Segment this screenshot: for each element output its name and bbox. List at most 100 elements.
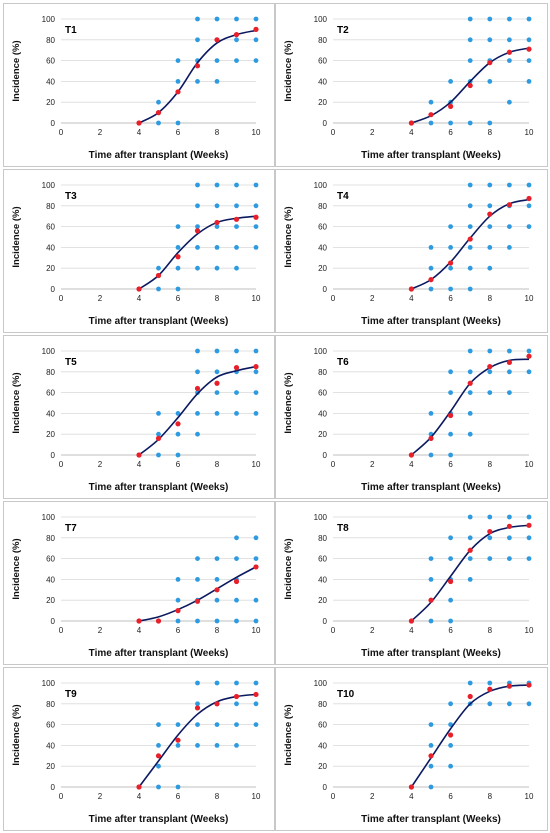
chart-t4-observed-point (448, 245, 453, 250)
chart-t2-mean-point (408, 120, 414, 126)
chart-t7-observed-point (253, 535, 259, 541)
chart-t3-observed-point (214, 182, 220, 188)
chart-t3-observed-point (234, 265, 239, 271)
chart-t3-mean-point (194, 228, 201, 234)
chart-t1-y-tick-label: 40 (46, 77, 55, 86)
chart-t4-y-tick-label: 100 (314, 181, 328, 190)
chart-panel-t8: 0 20 40 60 80 100 0 2 4 6 8 10 Incidence (%) Time aft… (275, 501, 548, 665)
chart-t8-y-tick-label: 20 (318, 596, 327, 605)
chart-t7-x-tick-label: 4 (137, 626, 142, 635)
chart-t5-observed-point (175, 411, 181, 416)
chart-t7-mean-point (136, 618, 142, 624)
chart-t3-y-tick-label: 100 (42, 181, 56, 190)
chart-t6-observed-point (467, 431, 473, 437)
chart-t2-observed-point (507, 37, 512, 43)
chart-t3-y-tick-label: 20 (46, 264, 55, 273)
chart-t3-mean-point (175, 254, 181, 260)
chart-t1-observed-point (175, 58, 181, 63)
chart-t1-y-tick-label: 100 (42, 15, 56, 24)
chart-t7-y-tick-label: 60 (46, 555, 55, 564)
chart-t1-observed-point (234, 58, 239, 63)
chart-t6-observed-point (467, 369, 473, 375)
chart-t1-observed-point (253, 16, 259, 22)
chart-t3-x-tick-label: 10 (252, 294, 261, 303)
chart-t6-mean-point (506, 359, 512, 366)
chart-t6-title: T6 (337, 357, 349, 368)
chart-t9-observed-point (195, 680, 200, 686)
chart-t6-x-tick-label: 0 (331, 460, 336, 469)
chart-t9-mean-point (194, 705, 201, 711)
chart-t1-x-tick-label: 0 (59, 128, 64, 137)
chart-t2-observed-point (467, 58, 473, 63)
chart-t2-observed-point (526, 16, 532, 22)
chart-t1-observed-point (234, 37, 239, 43)
chart-t10-observed-point (428, 763, 434, 769)
chart-t2-observed-point (448, 79, 453, 84)
chart-t4-observed-point (507, 224, 512, 229)
chart-t8-x-tick-label: 6 (448, 626, 453, 635)
chart-t10-mean-point (467, 693, 473, 700)
chart-t1-observed-point (253, 58, 259, 63)
chart-t1-observed-point (195, 16, 200, 22)
chart-t4-mean-point (467, 236, 473, 242)
chart-t8-y-axis-label: Incidence (%) (283, 538, 294, 599)
chart-t6-mean-point (428, 435, 434, 441)
chart-t6-observed-point (448, 390, 453, 395)
chart-t10-observed-point (448, 701, 453, 707)
chart-t7-x-tick-label: 8 (215, 626, 220, 635)
chart-t8-x-axis-label: Time after transplant (Weeks) (361, 648, 501, 659)
chart-t9-observed-point (234, 743, 239, 748)
chart-t4-observed-point (487, 224, 493, 229)
chart-t1-mean-point (155, 110, 162, 116)
chart-t6-mean-point (467, 380, 473, 386)
chart-t4-observed-point (448, 224, 453, 229)
chart-t4-observed-point (428, 286, 434, 292)
chart-t3-observed-point (214, 203, 220, 209)
chart-t5-observed-point (195, 348, 200, 354)
chart-t10-observed-point (526, 701, 532, 707)
chart-t2-observed-point (487, 79, 493, 84)
chart-t2-x-tick-label: 6 (448, 128, 453, 137)
chart-t9-mean-point (253, 691, 259, 698)
chart-t8-x-tick-label: 4 (409, 626, 414, 635)
chart-t2-y-tick-label: 100 (314, 15, 328, 24)
chart-t1-y-tick-label: 60 (46, 57, 55, 66)
chart-t4-mean-point (448, 260, 454, 266)
chart-t9-x-tick-label: 0 (59, 792, 64, 801)
chart-t2-x-tick-label: 10 (525, 128, 534, 137)
chart-t10-observed-point (428, 722, 434, 727)
chart-t6-observed-point (448, 431, 453, 437)
chart-t7-mean-point (214, 587, 220, 593)
chart-t9-observed-point (234, 722, 239, 727)
chart-t2-mean-point (487, 60, 493, 66)
chart-t4-observed-point (526, 182, 532, 188)
chart-t1-mean-point (253, 26, 259, 32)
chart-panel-t2: 0 20 40 60 80 100 0 2 4 6 8 10 Incidence (%) Time aft… (275, 3, 548, 167)
chart-t6-observed-point (487, 390, 493, 395)
chart-t2-x-tick-label: 2 (370, 128, 375, 137)
chart-t4-observed-point (487, 245, 493, 250)
chart-t4-mean-point (428, 277, 434, 283)
chart-t8-observed-point (428, 618, 434, 624)
chart-t9-observed-point (214, 722, 220, 727)
chart-t8-y-tick-label: 100 (314, 513, 328, 522)
chart-panel-t3: 0 20 40 60 80 100 0 2 4 6 8 10 Incidence (%) Time aft… (3, 169, 275, 333)
chart-t4-x-tick-label: 8 (488, 294, 493, 303)
chart-t3-observed-point (156, 286, 161, 292)
chart-t1-observed-point (195, 37, 200, 43)
chart-t10-y-tick-label: 80 (318, 700, 327, 709)
chart-t4-mean-point (526, 195, 532, 202)
chart-t10-x-tick-label: 8 (488, 792, 493, 801)
chart-t3-mean-point (233, 216, 240, 222)
chart-t3-x-tick-label: 0 (59, 294, 64, 303)
chart-t1-observed-point (156, 120, 161, 126)
chart-t2-observed-point (526, 79, 532, 84)
chart-t3-x-tick-label: 2 (98, 294, 103, 303)
chart-t3-observed-point (175, 224, 181, 229)
chart-t4-y-tick-label: 0 (323, 285, 328, 294)
chart-svg: 0 20 40 60 80 100 0 2 4 6 8 10 Incidence (%) Time aft… (11, 679, 261, 825)
chart-t8-observed-point (428, 577, 434, 582)
chart-t8-x-tick-label: 0 (331, 626, 336, 635)
chart-t3-observed-point (234, 203, 239, 209)
chart-t5-x-tick-label: 8 (215, 460, 220, 469)
